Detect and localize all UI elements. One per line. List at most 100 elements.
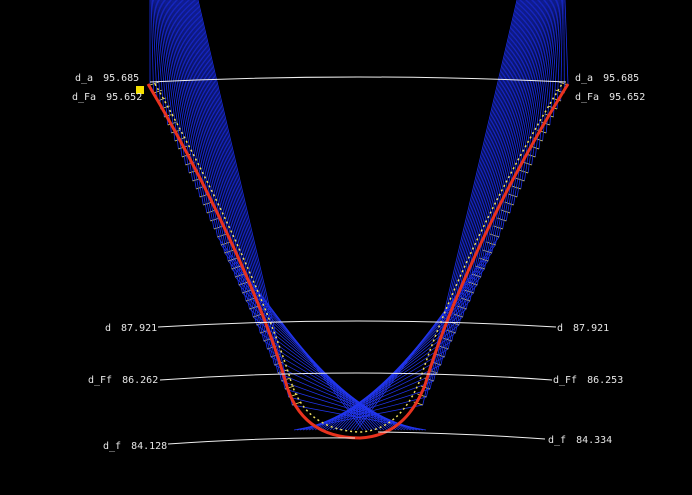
diameter-value: 86.262: [122, 375, 158, 386]
diameter-label: d 87.921: [557, 323, 609, 334]
tip-circle: [149, 76, 567, 83]
diameter-name: d: [105, 323, 111, 334]
fan-line: [152, 0, 158, 102]
marker: [136, 86, 144, 94]
diameter-name: d_Ff: [88, 375, 112, 386]
diameter-name: d: [557, 323, 563, 334]
tooth-profile: [146, 83, 570, 440]
fan-line: [189, 0, 268, 350]
cross-line: [335, 292, 474, 431]
diameter-value: 95.652: [609, 92, 645, 103]
diameter-value: 87.921: [121, 323, 157, 334]
fan-line: [462, 0, 531, 318]
cross-line: [288, 396, 424, 431]
fan-line: [473, 0, 535, 294]
cross-line: [260, 332, 400, 431]
fan-line: [563, 0, 565, 94]
contact-lines: [149, 0, 569, 431]
diameter-name: d_a: [75, 73, 93, 84]
cross-line: [296, 396, 427, 431]
fan-line: [196, 0, 290, 398]
diameter-label: d_Fa 95.652: [575, 92, 645, 103]
fan-line: [560, 0, 563, 102]
fan-line: [458, 0, 530, 326]
fan-line: [480, 0, 537, 278]
diameter-value: 86.253: [587, 375, 623, 386]
diameter-name: d_a: [575, 73, 593, 84]
fan-line: [192, 0, 279, 374]
cross-line: [299, 388, 431, 431]
fan-line: [422, 0, 518, 406]
fan-line: [455, 0, 529, 334]
cross-line: [338, 284, 478, 431]
cross-line: [242, 292, 385, 431]
fan-line: [447, 0, 526, 350]
fan-line: [502, 0, 544, 230]
fan-line: [549, 0, 560, 126]
fan-line: [194, 0, 282, 382]
fan-line: [150, 0, 154, 94]
fan-line: [190, 0, 272, 358]
diameter-value: 95.652: [106, 92, 142, 103]
fan-line: [425, 0, 519, 398]
fan-line: [159, 0, 179, 150]
fan-line: [484, 0, 538, 270]
fan-line: [509, 0, 547, 214]
diameter-label: d_f 84.128: [103, 441, 167, 452]
fan-line: [491, 0, 541, 254]
fan-line: [161, 0, 186, 166]
tick: [153, 89, 163, 94]
fan-line: [156, 0, 172, 134]
fan-line: [160, 0, 183, 158]
diameter-name: d_Fa: [575, 92, 599, 103]
fan-line: [494, 0, 542, 246]
fan-line: [545, 0, 559, 134]
diameter-value: 84.128: [131, 441, 167, 452]
diameter-label: d_a 95.685: [75, 73, 139, 84]
form-circle: [159, 372, 553, 381]
diameter-name: d_Fa: [72, 92, 96, 103]
diameter-label: d_Ff 86.262: [88, 375, 158, 386]
diameter-label: d_Ff 86.253: [553, 375, 623, 386]
fan-line: [553, 0, 561, 118]
cross-line: [281, 380, 418, 431]
fan-line: [191, 0, 275, 366]
cross-line: [245, 300, 388, 431]
fan-line: [538, 0, 556, 150]
diameter-value: 84.334: [576, 435, 612, 446]
fan-line: [476, 0, 536, 286]
diameter-name: d_f: [103, 441, 121, 452]
tick: [497, 217, 507, 222]
fan-line: [498, 0, 543, 238]
labels: d_a 95.685 d_Fa 95.652 d 87.921 d_Ff 86.262 d_f 8…: [72, 73, 645, 452]
fan-line: [153, 0, 162, 110]
fan-line: [564, 0, 569, 86]
tick: [149, 81, 160, 86]
diameter-label: d_a 95.685: [575, 73, 639, 84]
fan-line: [542, 0, 557, 142]
diameter-value: 95.685: [103, 73, 139, 84]
diameter-name: d_f: [548, 435, 566, 446]
fan-line: [465, 0, 532, 310]
fan-line: [158, 0, 176, 142]
fan-line: [164, 0, 194, 182]
diameter-name: d_Ff: [553, 375, 577, 386]
fan-line: [487, 0, 539, 262]
fan-line: [162, 0, 190, 174]
fan-line: [505, 0, 545, 222]
root-circle-left: [167, 437, 356, 445]
diameter-label: d 87.921: [105, 323, 157, 334]
diameter-value: 95.685: [603, 73, 639, 84]
fan-line: [165, 0, 197, 190]
fan-line: [469, 0, 533, 302]
fan-line: [195, 0, 286, 390]
diameter-value: 87.921: [573, 323, 609, 334]
fan-line: [155, 0, 169, 126]
pitch-circle: [157, 320, 557, 328]
fan-line: [451, 0, 527, 342]
diameter-label: d_f 84.334: [548, 435, 612, 446]
diameter-label: d_Fa 95.652: [72, 92, 142, 103]
root-circle-right: [377, 431, 546, 440]
